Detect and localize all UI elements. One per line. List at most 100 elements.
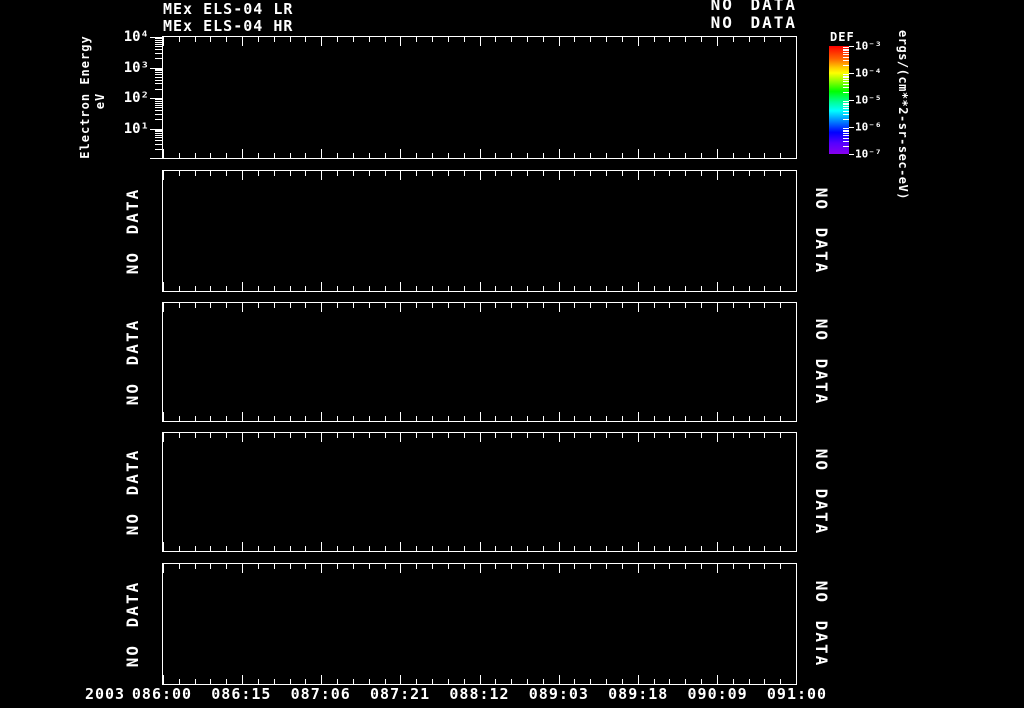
time-axis-tick — [480, 433, 481, 442]
time-axis-tick — [654, 433, 655, 438]
time-axis-tick — [685, 37, 686, 42]
y-axis-minor-tick — [155, 114, 162, 115]
colorbar-minor-tick — [843, 47, 849, 48]
time-axis-tick — [764, 416, 765, 421]
x-axis-tick-label: 088:12 — [449, 685, 510, 703]
y-axis-minor-tick — [155, 105, 162, 106]
time-axis-tick — [321, 675, 322, 684]
time-axis-tick — [527, 416, 528, 421]
colorbar-minor-tick — [843, 49, 849, 50]
time-axis-tick — [638, 412, 639, 421]
time-axis-tick — [622, 416, 623, 421]
time-axis-tick — [480, 675, 481, 684]
colorbar-minor-tick — [843, 138, 849, 139]
time-axis-tick — [369, 286, 370, 291]
time-axis-tick — [685, 171, 686, 176]
time-axis-tick — [369, 679, 370, 684]
time-axis-tick — [606, 679, 607, 684]
time-axis-tick — [305, 564, 306, 569]
y-axis-minor-tick — [155, 44, 162, 45]
time-axis-tick — [574, 679, 575, 684]
time-axis-tick — [527, 37, 528, 42]
time-axis-tick — [337, 679, 338, 684]
time-axis-tick — [179, 679, 180, 684]
time-axis-tick — [369, 153, 370, 158]
time-axis-tick — [464, 286, 465, 291]
colorbar-minor-tick — [843, 131, 849, 132]
time-axis-tick — [210, 546, 211, 551]
time-axis-tick — [226, 564, 227, 569]
colorbar-major-tick — [849, 154, 854, 155]
time-axis-tick — [606, 433, 607, 438]
time-axis-tick — [448, 171, 449, 176]
time-axis-tick — [669, 286, 670, 291]
time-axis-tick — [258, 546, 259, 551]
colorbar-minor-tick — [843, 87, 849, 88]
time-axis-tick — [780, 679, 781, 684]
time-axis-tick — [448, 153, 449, 158]
time-axis-tick — [226, 171, 227, 176]
time-axis-tick — [369, 433, 370, 438]
time-axis-tick — [432, 546, 433, 551]
time-axis-tick — [638, 564, 639, 573]
time-axis-tick — [559, 675, 560, 684]
time-axis-tick — [432, 679, 433, 684]
time-axis-tick — [733, 416, 734, 421]
time-axis-tick — [606, 171, 607, 176]
time-axis-tick — [226, 433, 227, 438]
colorbar-minor-tick — [843, 84, 849, 85]
colorbar-minor-tick — [843, 77, 849, 78]
time-axis-tick — [669, 679, 670, 684]
time-axis-tick — [622, 37, 623, 42]
time-axis-tick — [749, 546, 750, 551]
time-axis-tick — [290, 153, 291, 158]
y-axis-minor-tick — [155, 133, 162, 134]
time-axis-tick — [258, 416, 259, 421]
time-axis-tick — [226, 303, 227, 308]
time-axis-tick — [321, 564, 322, 573]
time-axis-tick — [400, 675, 401, 684]
time-axis-tick — [717, 675, 718, 684]
time-axis-tick — [638, 37, 639, 46]
time-axis-tick — [163, 433, 164, 442]
time-axis-tick — [654, 153, 655, 158]
x-axis-year-label: 2003 — [84, 685, 126, 703]
time-axis-tick — [337, 171, 338, 176]
time-axis-tick — [527, 303, 528, 308]
time-axis-tick — [638, 149, 639, 158]
time-axis-tick — [464, 416, 465, 421]
x-axis-tick-label: 087:06 — [290, 685, 351, 703]
time-axis-tick — [210, 433, 211, 438]
time-axis-tick — [321, 171, 322, 180]
time-axis-tick — [733, 679, 734, 684]
colorbar-minor-tick — [843, 60, 849, 61]
time-axis-tick — [353, 416, 354, 421]
no-data-label-left: NO DATA — [123, 318, 142, 406]
time-axis-tick — [321, 433, 322, 442]
time-axis-tick — [796, 37, 797, 46]
time-axis-tick — [685, 416, 686, 421]
time-axis-tick — [163, 675, 164, 684]
time-axis-tick — [290, 37, 291, 42]
time-axis-tick — [226, 416, 227, 421]
time-axis-tick — [543, 433, 544, 438]
y-axis-minor-tick — [155, 89, 162, 90]
y-axis-ticks — [150, 36, 162, 159]
time-axis-tick — [290, 564, 291, 569]
time-axis-tick — [574, 564, 575, 569]
time-axis-tick — [701, 546, 702, 551]
colorbar-minor-tick — [843, 103, 849, 104]
time-axis-tick — [606, 153, 607, 158]
time-axis-tick — [258, 433, 259, 438]
y-axis-minor-tick — [155, 130, 162, 131]
time-axis-tick — [764, 564, 765, 569]
time-axis-tick — [511, 153, 512, 158]
time-axis-tick — [717, 303, 718, 312]
time-axis-tick — [385, 564, 386, 569]
time-axis-tick — [337, 416, 338, 421]
time-axis-tick — [495, 546, 496, 551]
time-axis-tick — [385, 286, 386, 291]
time-axis-tick — [369, 546, 370, 551]
colorbar-ticks — [829, 46, 855, 155]
time-axis-tick — [606, 546, 607, 551]
